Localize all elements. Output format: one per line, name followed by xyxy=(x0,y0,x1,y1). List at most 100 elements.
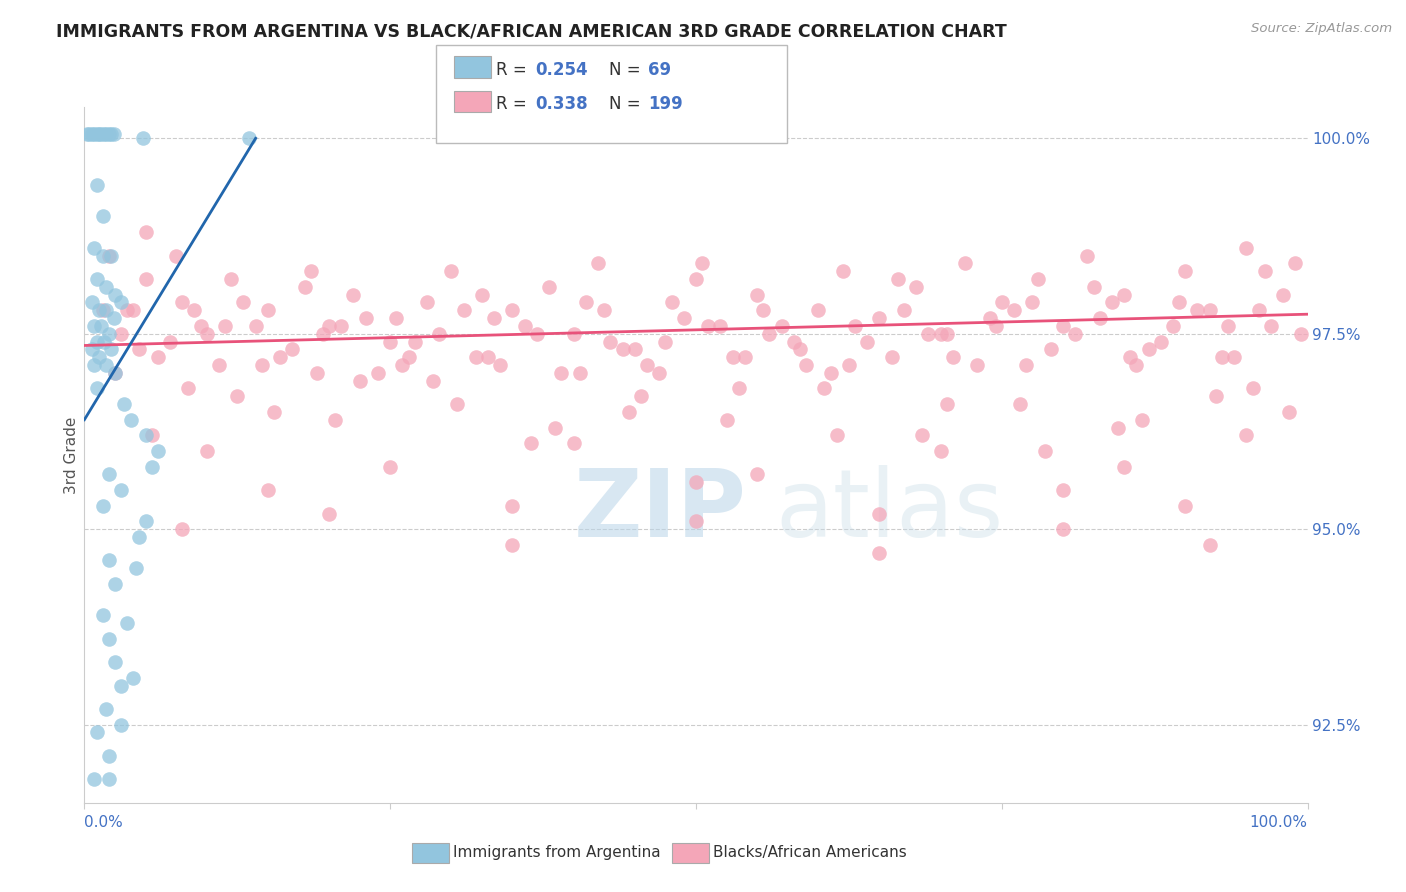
Text: 0.254: 0.254 xyxy=(536,61,588,78)
Point xyxy=(104,287,127,301)
Point xyxy=(1028,272,1050,286)
Point xyxy=(709,318,731,333)
Text: 0.338: 0.338 xyxy=(536,95,588,113)
Point xyxy=(165,249,187,263)
Point xyxy=(86,178,108,193)
Point xyxy=(612,343,634,357)
Point xyxy=(132,131,155,145)
Point xyxy=(87,303,110,318)
Point xyxy=(416,295,439,310)
Point xyxy=(97,748,120,763)
Point xyxy=(856,334,879,349)
Point xyxy=(110,295,132,310)
Point xyxy=(122,671,145,685)
Point xyxy=(1132,413,1154,427)
Point xyxy=(391,358,413,372)
Point xyxy=(672,311,695,326)
Point xyxy=(630,389,652,403)
Y-axis label: 3rd Grade: 3rd Grade xyxy=(63,417,79,493)
Point xyxy=(979,311,1001,326)
Point xyxy=(86,874,108,888)
Text: R =: R = xyxy=(496,61,533,78)
Point xyxy=(195,444,218,458)
Point xyxy=(1119,350,1142,364)
Point xyxy=(159,334,181,349)
Point xyxy=(93,128,115,142)
Point xyxy=(1101,295,1123,310)
Point xyxy=(86,382,108,396)
Point xyxy=(477,350,499,364)
Point xyxy=(380,459,402,474)
Point xyxy=(87,128,110,142)
Point xyxy=(135,272,157,286)
Point xyxy=(1021,295,1043,310)
Point xyxy=(312,326,335,341)
Point xyxy=(935,326,957,341)
Point xyxy=(226,389,249,403)
Point xyxy=(104,655,127,669)
Point xyxy=(880,350,903,364)
Point xyxy=(1284,256,1306,270)
Point xyxy=(1174,499,1197,513)
Point xyxy=(905,280,928,294)
Point xyxy=(1039,343,1062,357)
Point xyxy=(502,499,524,513)
Text: N =: N = xyxy=(609,61,645,78)
Point xyxy=(1150,334,1173,349)
Point xyxy=(214,318,236,333)
Point xyxy=(97,326,120,341)
Point xyxy=(83,128,105,142)
Point xyxy=(96,702,118,716)
Point xyxy=(342,287,364,301)
Point xyxy=(716,413,738,427)
Point xyxy=(146,350,169,364)
Point xyxy=(471,287,494,301)
Point xyxy=(440,264,463,278)
Point xyxy=(624,343,647,357)
Point xyxy=(820,366,842,380)
Point xyxy=(1260,318,1282,333)
Point xyxy=(183,303,205,318)
Point xyxy=(1033,444,1056,458)
Point xyxy=(83,358,105,372)
Point xyxy=(1002,303,1025,318)
Point xyxy=(120,413,142,427)
Point xyxy=(91,608,114,623)
Point xyxy=(96,303,118,318)
Point xyxy=(869,546,891,560)
Point xyxy=(172,522,194,536)
Point xyxy=(135,514,157,528)
Point xyxy=(238,131,260,145)
Point xyxy=(367,366,389,380)
Point xyxy=(100,343,122,357)
Point xyxy=(893,303,915,318)
Point xyxy=(97,632,120,646)
Point xyxy=(86,272,108,286)
Point xyxy=(96,280,118,294)
Point xyxy=(617,405,640,419)
Point xyxy=(104,850,127,864)
Point xyxy=(77,128,100,142)
Point xyxy=(1187,303,1209,318)
Point xyxy=(86,725,108,739)
Point xyxy=(195,326,218,341)
Point xyxy=(911,428,934,442)
Point xyxy=(100,128,122,142)
Point xyxy=(294,280,316,294)
Point xyxy=(1010,397,1032,411)
Point xyxy=(91,303,114,318)
Point xyxy=(380,334,402,349)
Point xyxy=(80,128,103,142)
Point xyxy=(648,366,671,380)
Point xyxy=(752,303,775,318)
Point xyxy=(110,717,132,731)
Point xyxy=(90,128,112,142)
Point xyxy=(1241,382,1264,396)
Point xyxy=(97,467,120,482)
Point xyxy=(550,366,572,380)
Point xyxy=(513,318,536,333)
Point xyxy=(141,459,163,474)
Point xyxy=(831,264,853,278)
Point xyxy=(1254,264,1277,278)
Point xyxy=(96,128,118,142)
